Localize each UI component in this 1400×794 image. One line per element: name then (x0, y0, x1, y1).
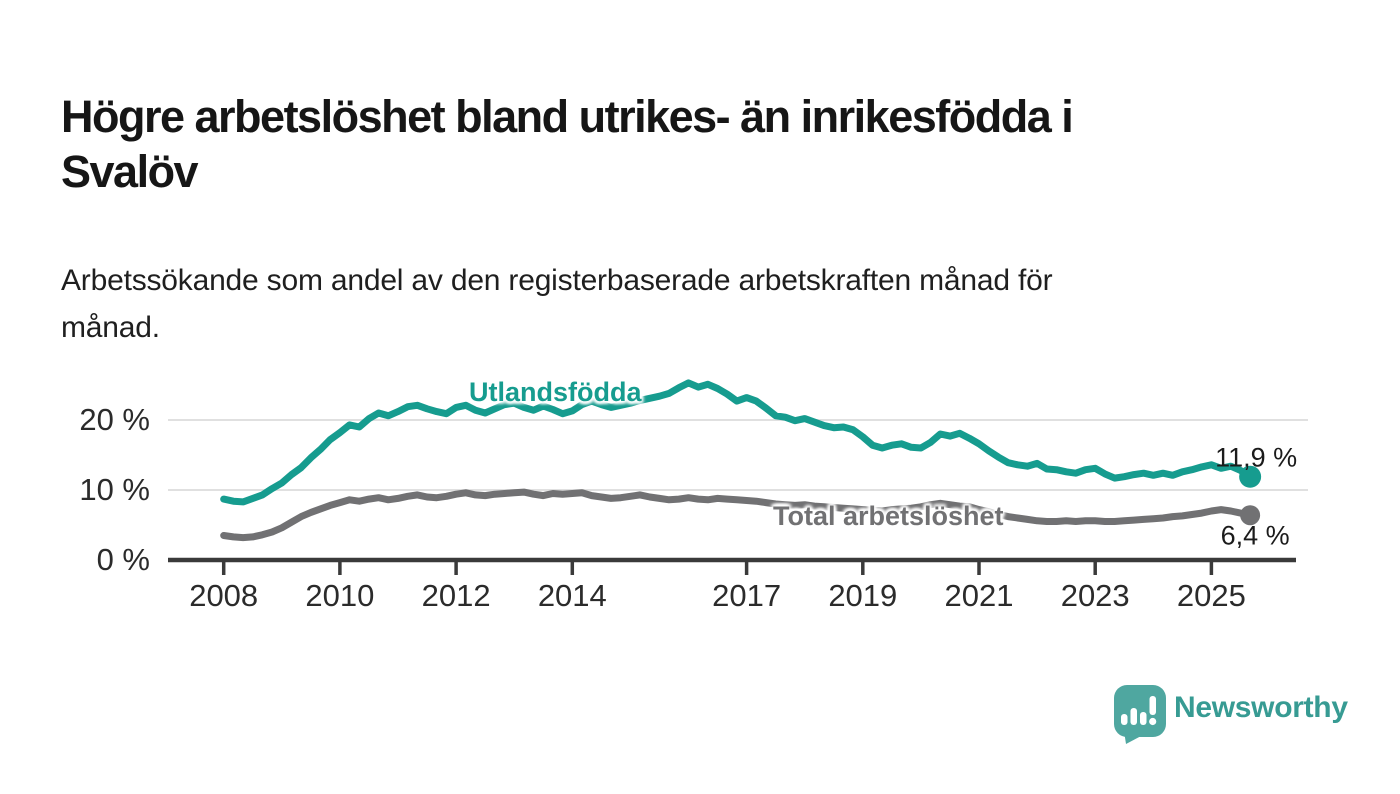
newsworthy-wordmark: Newsworthy (1174, 691, 1348, 724)
y-axis-label: 20 % (79, 402, 150, 437)
y-axis-label: 10 % (79, 472, 150, 507)
page-title-line1: Högre arbetslöshet bland utrikes- än inr… (61, 91, 1074, 143)
y-axis-label: 0 % (96, 542, 150, 577)
x-axis-label: 2014 (537, 578, 607, 613)
x-axis-label: 2019 (828, 578, 898, 613)
series-end-dot-total (1240, 505, 1261, 526)
value-label-total-arbetsloshet: 6,4 % (1220, 520, 1290, 551)
series-label-utlandsfodda: Utlandsfödda (469, 377, 642, 407)
series-line-total (220, 488, 1254, 542)
chart-bars-icon (1121, 696, 1157, 726)
page-title: Högre arbetslöshet bland utrikes- än inr… (61, 90, 1361, 200)
series-line-utlandsfodda (220, 379, 1254, 506)
x-axis-label: 2025 (1176, 578, 1246, 613)
x-axis-label: 2008 (189, 578, 259, 613)
x-axis-label: 2012 (421, 578, 491, 613)
x-axis-label: 2017 (712, 578, 782, 613)
page-subtitle-line1: Arbetssökande som andel av den registerb… (61, 264, 1053, 297)
series-end-dot-utlandsfodda (1239, 465, 1262, 488)
page-title-line2: Svalöv (61, 146, 199, 198)
newsworthy-logo-icon (1114, 685, 1166, 744)
page-subtitle: Arbetssökande som andel av den registerb… (61, 258, 1361, 351)
value-label-utlandsfodda: 11,9 % (1215, 442, 1298, 473)
x-axis-label: 2010 (305, 578, 375, 613)
series-label-total-arbetsloshet: Total arbetslöshet (773, 501, 1004, 531)
x-axis-label: 2023 (1060, 578, 1130, 613)
page-subtitle-line2: månad. (61, 310, 160, 344)
x-axis-label: 2021 (944, 578, 1014, 613)
